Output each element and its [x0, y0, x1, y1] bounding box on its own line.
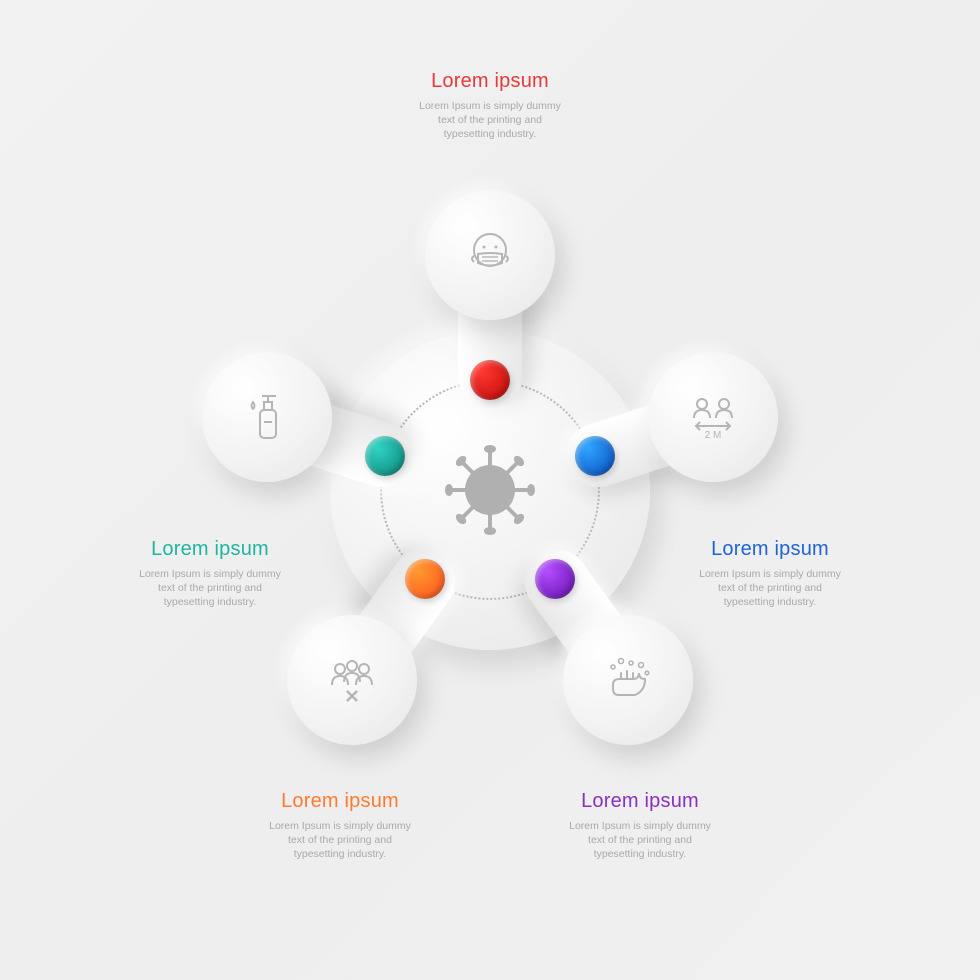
petal-dot	[535, 559, 575, 599]
petal-icon-circle	[202, 352, 332, 482]
petal-icon-circle	[648, 352, 778, 482]
petal-title: Lorem ipsum	[675, 538, 865, 561]
sanitizer-icon	[238, 388, 296, 446]
petal-label-left: Lorem ipsum Lorem Ipsum is simply dummy t…	[115, 538, 305, 610]
mask-face-icon	[461, 226, 519, 284]
virus-icon	[440, 440, 540, 540]
petal-dot	[470, 360, 510, 400]
petal-dot	[405, 559, 445, 599]
petal-dot	[575, 436, 615, 476]
social-distance-icon	[684, 388, 742, 446]
petal-label-bottom-right: Lorem ipsum Lorem Ipsum is simply dummy t…	[545, 790, 735, 862]
petal-label-top: Lorem ipsum Lorem Ipsum is simply dummy t…	[395, 70, 585, 142]
petal-title: Lorem ipsum	[115, 538, 305, 561]
petal-title: Lorem ipsum	[395, 70, 585, 93]
petal-body: Lorem Ipsum is simply dummy text of the …	[395, 99, 585, 142]
petal-body: Lorem Ipsum is simply dummy text of the …	[545, 819, 735, 862]
petal-icon-circle	[563, 615, 693, 745]
petal-title: Lorem ipsum	[245, 790, 435, 813]
petal-icon-circle	[287, 615, 417, 745]
petal-dot	[365, 436, 405, 476]
petal-title: Lorem ipsum	[545, 790, 735, 813]
petal-body: Lorem Ipsum is simply dummy text of the …	[245, 819, 435, 862]
wash-hands-icon	[599, 651, 657, 709]
petal-label-right: Lorem ipsum Lorem Ipsum is simply dummy t…	[675, 538, 865, 610]
petal-body: Lorem Ipsum is simply dummy text of the …	[115, 567, 305, 610]
petal-label-bottom-left: Lorem ipsum Lorem Ipsum is simply dummy t…	[245, 790, 435, 862]
petal-body: Lorem Ipsum is simply dummy text of the …	[675, 567, 865, 610]
petal-icon-circle	[425, 190, 555, 320]
no-crowd-icon	[323, 651, 381, 709]
